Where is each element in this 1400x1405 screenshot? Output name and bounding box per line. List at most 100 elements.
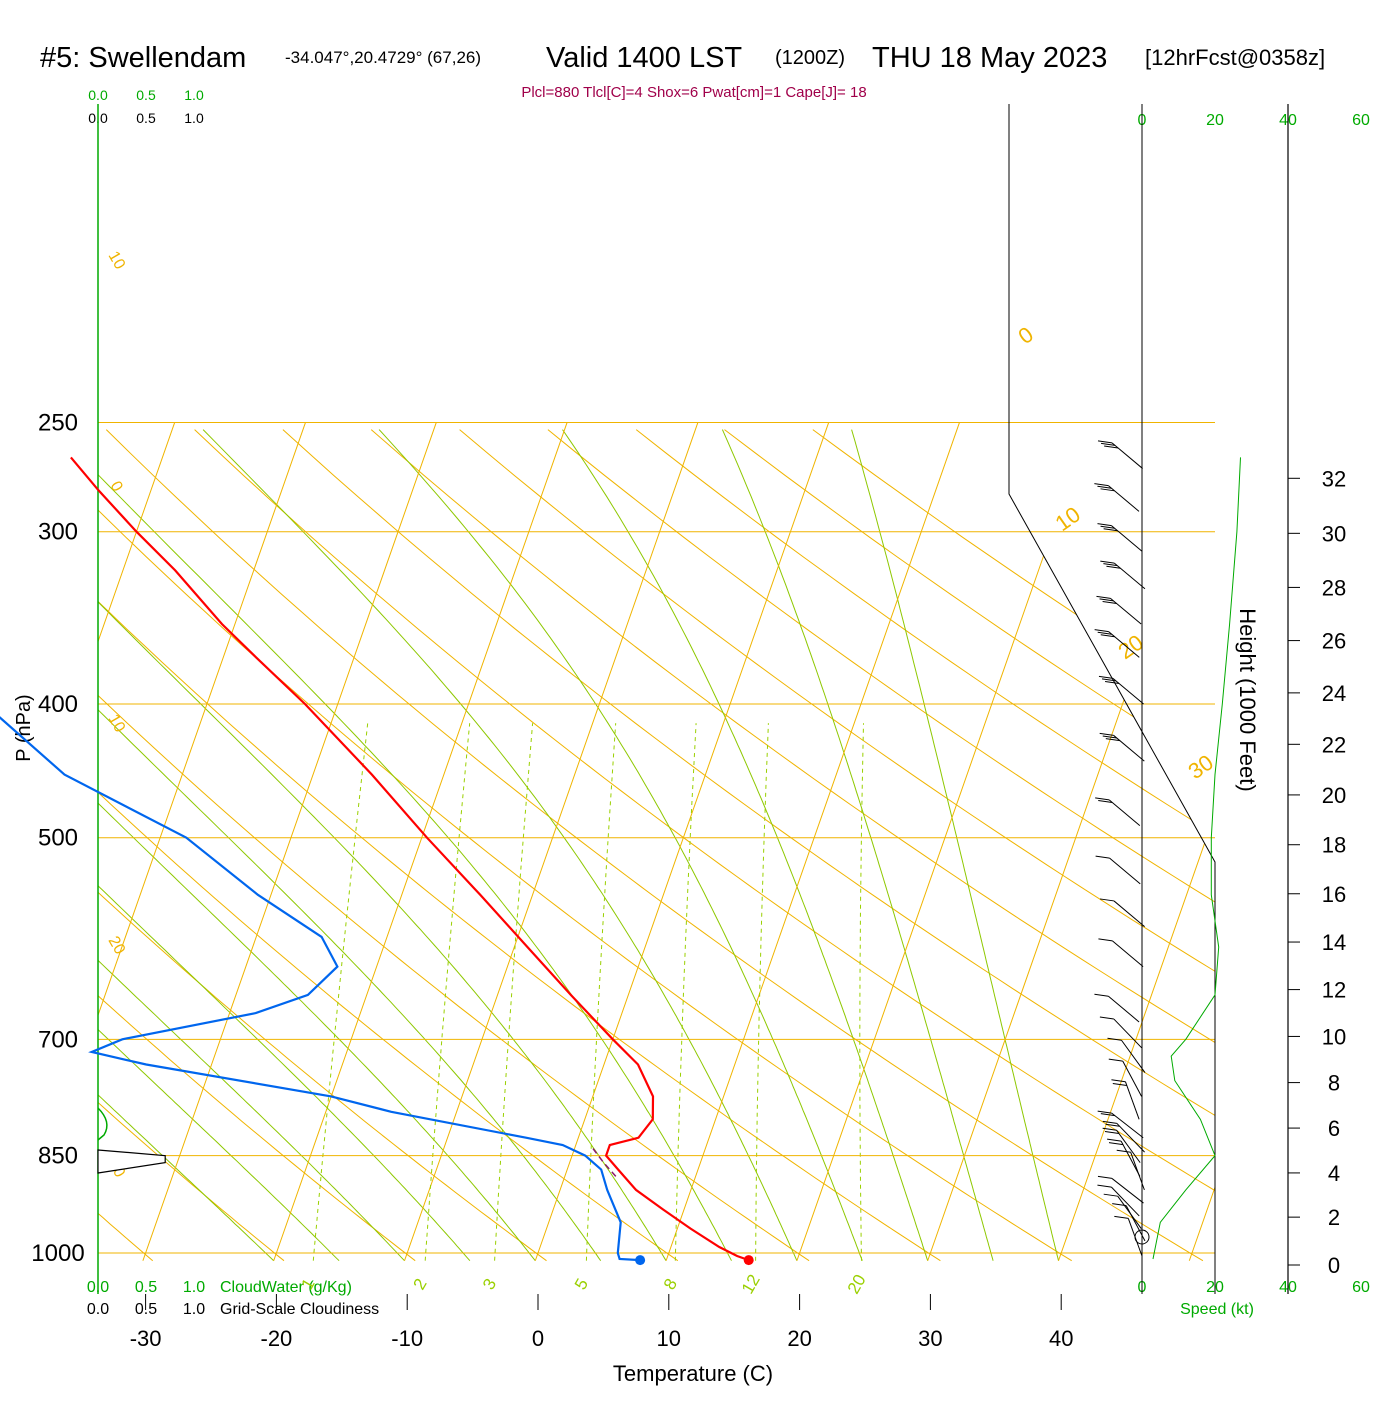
wind-barb-flag: [1098, 1111, 1112, 1113]
y-tick-label: 400: [38, 691, 78, 718]
wind-barb: [1097, 524, 1142, 552]
dry-adiabat: [195, 430, 1335, 1261]
isotherm-label: 20: [105, 934, 129, 958]
height-tick-label: 4: [1328, 1161, 1340, 1186]
height-tick-label: 20: [1322, 783, 1346, 808]
wind-barb-flag: [1094, 484, 1108, 486]
wind-barb: [1114, 1216, 1142, 1256]
title-station: #5: Swellendam: [40, 42, 246, 74]
wind-barb-flag: [1098, 1176, 1112, 1178]
isotherm: [1058, 422, 1351, 1260]
moist-adiabat: [203, 430, 797, 1261]
wind-barb: [1107, 1139, 1140, 1176]
height-tick-label: 0: [1328, 1253, 1340, 1278]
speed-tick-bottom-60: 60: [1352, 1279, 1370, 1296]
mixing-ratio-label: 5: [571, 1275, 592, 1293]
dry-adiabat: [636, 430, 1400, 1261]
wind-barb-flag: [1111, 1080, 1125, 1082]
mixing-ratio-label: 8: [660, 1275, 681, 1293]
mixing-ratio-label: 2: [410, 1275, 431, 1293]
cloudiness-label: Grid-Scale Cloudiness: [220, 1301, 379, 1318]
cloud-scale-top-black-2: 1.0: [184, 110, 204, 126]
surface-temperature-marker: [744, 1255, 754, 1265]
wind-barb-staff: [1111, 526, 1142, 552]
surface-dewpoint-marker: [635, 1255, 645, 1265]
cloud-scale-bottom-black-2: 1.0: [183, 1301, 205, 1318]
isotherm-label: 30: [1184, 750, 1218, 785]
isotherm: [535, 422, 828, 1260]
cloud-scale-top-green-0: 0.0: [88, 87, 108, 103]
dry-adiabat: [283, 430, 1400, 1261]
x-tick-label: 20: [787, 1326, 811, 1351]
wind-barb-staff: [1112, 443, 1143, 469]
cloud-scale-bottom-green-2: 1.0: [183, 1279, 205, 1296]
background-lines: 1235812203020100100102030: [0, 249, 1400, 1298]
wind-barb-staff: [1113, 678, 1144, 704]
wind-barb-flag: [1100, 1017, 1114, 1019]
wind-barb-staff: [1108, 996, 1139, 1022]
moist-adiabat: [0, 430, 601, 1261]
x-tick-label: -30: [130, 1326, 162, 1351]
wind-barb-staff: [1118, 1196, 1142, 1228]
moist-adiabat: [0, 430, 666, 1261]
title-valid: Valid 1400 LST: [546, 42, 742, 74]
wind-barb-staff: [1108, 486, 1139, 512]
isotherm: [404, 422, 697, 1260]
dry-adiabat: [0, 430, 809, 1261]
wind-barb-flag: [1105, 1132, 1119, 1134]
height-tick-label: 2: [1328, 1205, 1340, 1230]
height-axis-title: Height (1000 Feet): [1235, 608, 1260, 791]
dewpoint-profile: [0, 457, 640, 1260]
skew-region: [0, 422, 1400, 1260]
mixing-ratio-label: 3: [479, 1275, 500, 1293]
wind-barb: [1109, 1059, 1142, 1096]
x-tick-label: -20: [261, 1326, 293, 1351]
dry-adiabat: [460, 430, 1400, 1261]
isotherm-label: 20: [1114, 630, 1148, 665]
mixing-ratio-line: [495, 723, 533, 1260]
wind-barb: [1111, 1080, 1139, 1120]
height-tick-label: 32: [1322, 466, 1346, 491]
dry-adiabat: [106, 430, 1203, 1261]
wind-barb: [1098, 1111, 1144, 1138]
height-tick-label: 14: [1322, 930, 1346, 955]
mixing-ratio-label: 12: [738, 1271, 764, 1297]
x-tick-label: 30: [918, 1326, 942, 1351]
height-tick-label: 6: [1328, 1116, 1340, 1141]
wind-barb-flag: [1098, 441, 1112, 443]
wind-barb-flag: [1098, 939, 1112, 941]
moist-adiabat: [852, 430, 1059, 1261]
cloud-scale-bottom-green-1: 0.5: [135, 1279, 157, 1296]
wind-profile: [1094, 441, 1240, 1259]
wind-barb-staff: [1109, 800, 1140, 826]
wind-barb-staff: [1112, 1178, 1144, 1203]
isotherm: [928, 422, 1221, 1260]
title-zulu: (1200Z): [775, 47, 845, 69]
wind-barb-staff: [1121, 1040, 1145, 1072]
x-tick-label: -10: [391, 1326, 423, 1351]
wind-barb-flag: [1114, 1216, 1128, 1218]
cloud-scale-top-green-2: 1.0: [184, 87, 204, 103]
mixing-ratio-line: [425, 723, 470, 1260]
wind-barb-flag: [1095, 798, 1109, 800]
wind-barb-staff: [1114, 735, 1145, 761]
wind-barb-flag: [1117, 1150, 1131, 1152]
moist-adiabat: [722, 430, 993, 1261]
wind-barb: [1094, 484, 1139, 512]
wind-barb: [1098, 1176, 1144, 1203]
wind-barb-flag: [1107, 1139, 1121, 1141]
height-tick-label: 28: [1322, 575, 1346, 600]
wind-barb: [1100, 733, 1145, 761]
height-tick-label: 30: [1322, 521, 1346, 546]
y-axis-title: P (hPa): [13, 694, 35, 761]
dry-adiabat: [813, 430, 1400, 1261]
cloud-scale-bottom-black-0: 0.0: [87, 1301, 109, 1318]
mixing-ratio-line: [586, 723, 615, 1260]
wind-barb-staff: [1114, 1019, 1142, 1048]
wind-barb-flag: [1096, 856, 1110, 858]
wind-barb: [1094, 994, 1139, 1022]
isotherm-label: 0: [1014, 322, 1038, 350]
temperature-profile: [71, 457, 749, 1260]
